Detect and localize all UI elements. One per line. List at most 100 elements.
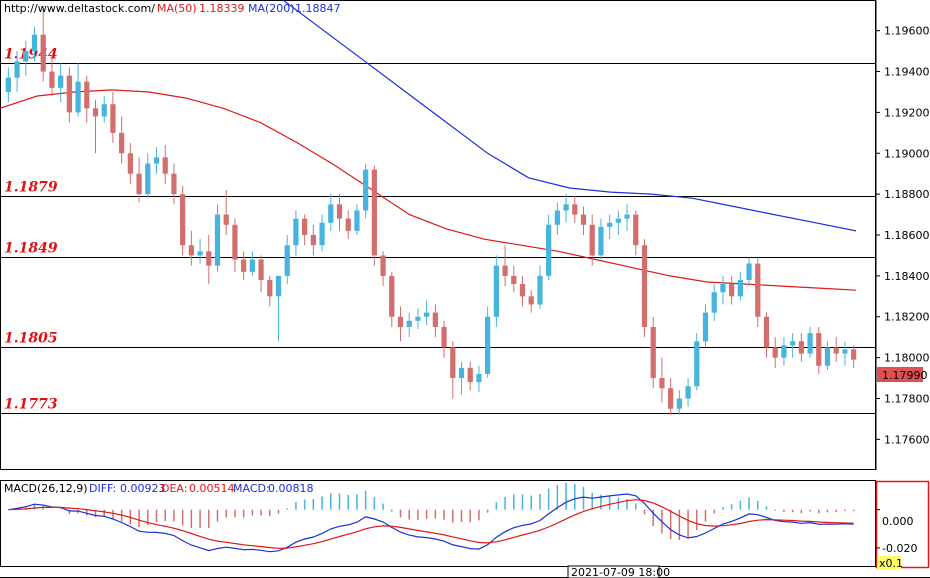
candle-body — [511, 275, 517, 285]
candle-body — [580, 214, 587, 225]
candle-body — [258, 259, 264, 280]
candle-body — [84, 81, 90, 109]
macd-scale-badge — [877, 556, 901, 569]
candle-body — [563, 204, 569, 211]
candle-body — [467, 367, 473, 383]
candle-body — [180, 194, 186, 246]
candle-body — [546, 224, 552, 276]
price-axis: 1.19600 1.19400 1.19200 1.19000 1.18800 1.186… — [876, 25, 930, 446]
price-tick-label: 1.18600 — [884, 229, 930, 242]
candle-body — [319, 222, 325, 246]
candle-body — [119, 132, 125, 154]
macd-macd-label: MACD: — [233, 482, 270, 495]
macd-dea-value: 0.00514 — [189, 482, 235, 495]
candle-body — [336, 204, 343, 219]
level-label: 1.1849 — [4, 241, 58, 257]
candle-body — [23, 51, 29, 62]
candle-body — [162, 157, 168, 174]
candle-body — [598, 226, 604, 256]
candle-body — [528, 296, 534, 305]
ma200-line — [282, 0, 857, 232]
moving-averages — [0, 0, 857, 291]
price-tick-label: 1.19600 — [884, 25, 930, 38]
candle-body — [624, 214, 630, 219]
candle-body — [755, 263, 761, 317]
candle-body — [798, 341, 804, 354]
price-tick-label: 1.19200 — [884, 106, 930, 119]
candle-body — [415, 316, 421, 321]
candle-body — [397, 316, 404, 327]
price-tick-label: 1.18000 — [884, 352, 930, 365]
candle-body — [5, 77, 11, 92]
candle-body — [729, 284, 735, 297]
candle-body — [519, 284, 526, 297]
candle-body — [197, 251, 203, 256]
ma50-line — [0, 89, 857, 291]
macd-diff-line — [8, 493, 854, 553]
candle-body — [746, 263, 752, 280]
candlesticks — [5, 6, 857, 415]
macd-dea-label: DEA: — [161, 482, 187, 495]
candle-body — [694, 341, 700, 387]
source-url[interactable]: http://www.deltastock.com/ — [4, 2, 155, 15]
candle-body — [363, 169, 369, 211]
candle-body — [302, 218, 308, 235]
current-price-tag — [877, 367, 923, 382]
candle-body — [145, 163, 151, 195]
level-label: 1.1805 — [4, 331, 58, 347]
candle-body — [14, 61, 20, 78]
macd-plot-frame — [0, 480, 876, 567]
candle-body — [711, 292, 717, 313]
current-price-value: 1.17990 — [882, 369, 928, 382]
level-label: 1.1944 — [4, 47, 58, 63]
macd-panel — [8, 482, 880, 553]
candle-body — [589, 224, 595, 256]
candle-body — [554, 210, 560, 225]
ma50-value: 1.18339 — [199, 2, 245, 15]
candle-body — [284, 245, 290, 276]
candle-body — [75, 81, 81, 113]
candle-body — [31, 34, 38, 52]
candle-body — [49, 71, 55, 88]
candle-body — [345, 218, 351, 231]
candle-body — [371, 169, 377, 256]
macd-scale-label: x0.1 — [879, 557, 903, 570]
candle-body — [685, 386, 691, 399]
x-axis-label-box — [567, 565, 660, 578]
macd-diff-label: DIFF: — [89, 482, 116, 495]
candle-body — [668, 388, 674, 409]
candle-body — [572, 204, 578, 215]
candle-body — [214, 214, 221, 266]
candle-body — [641, 245, 648, 327]
main-plot-frame — [0, 0, 876, 470]
ma200-value: 1.18847 — [295, 2, 341, 15]
candle-body — [406, 320, 412, 327]
candle-body — [188, 245, 194, 256]
price-tick-label: 1.18400 — [884, 270, 930, 283]
macd-diff-value: 0.00923 — [120, 482, 166, 495]
candle-body — [476, 373, 482, 383]
candle-body — [40, 34, 46, 72]
macd-title: MACD(26,12,9) — [4, 482, 88, 495]
candle-body — [485, 316, 491, 374]
level-label: 1.1879 — [4, 180, 58, 196]
candle-body — [607, 222, 613, 227]
price-tick-label: 1.17800 — [884, 392, 930, 405]
candle-body — [275, 275, 282, 297]
candle-body — [493, 265, 499, 317]
candle-body — [650, 326, 656, 379]
candle-body — [502, 265, 508, 276]
macd-axis-frame — [875, 480, 930, 569]
macd-tick-neg: -0.020 — [882, 542, 917, 555]
candle-body — [354, 210, 360, 231]
candle-body — [816, 333, 822, 366]
candle-body — [450, 347, 456, 379]
price-tick-label: 1.18800 — [884, 188, 930, 201]
candle-body — [223, 214, 229, 225]
candle-body — [389, 275, 395, 317]
candle-body — [824, 347, 831, 366]
price-tick-label: 1.17600 — [884, 433, 930, 446]
candle-body — [293, 218, 299, 246]
macd-macd-value: 0.00818 — [268, 482, 314, 495]
